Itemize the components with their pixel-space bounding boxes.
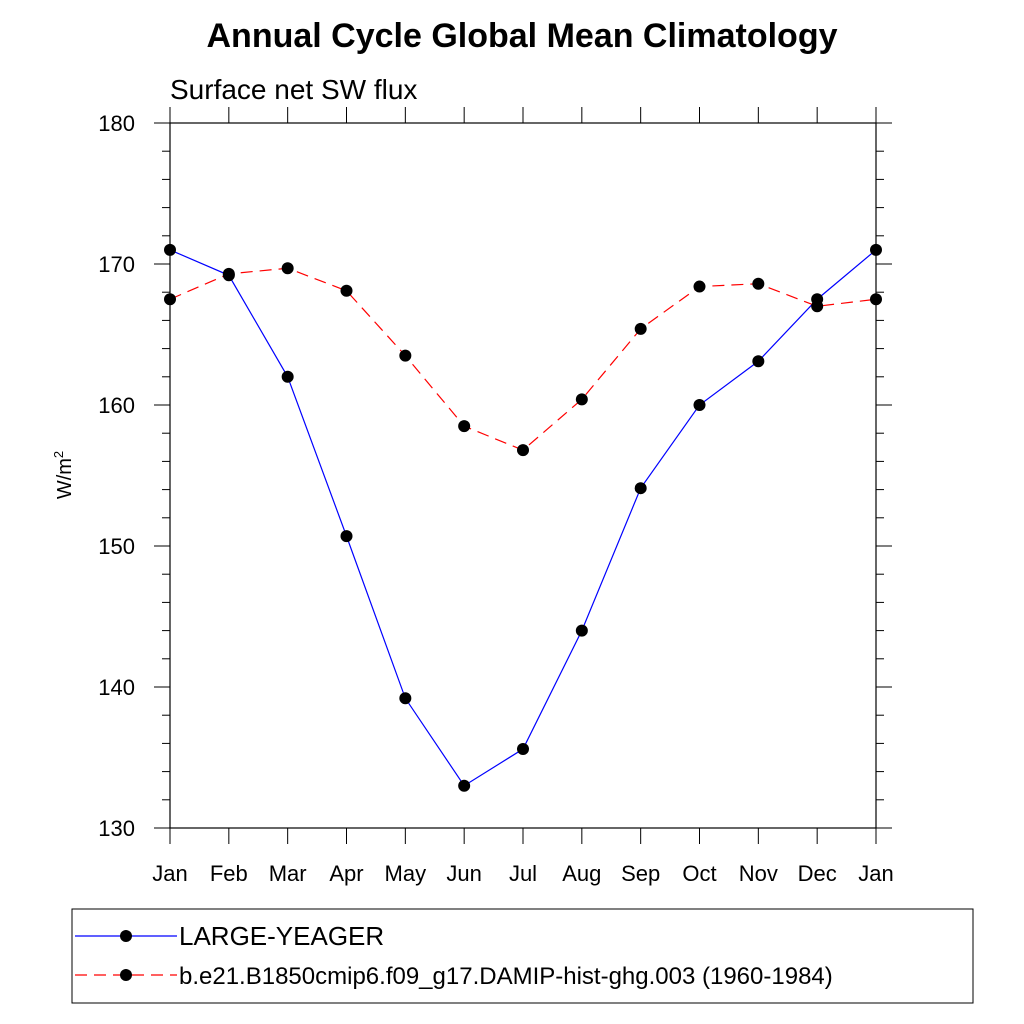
series-1-point	[693, 399, 706, 411]
series-2-point	[575, 393, 588, 406]
series-1-point	[340, 530, 353, 543]
x-tick-label: Aug	[562, 861, 601, 886]
x-tick-label: Jan	[858, 861, 893, 886]
series-2-point	[811, 300, 824, 313]
x-tick-label: Dec	[798, 861, 837, 886]
x-tick-label: Sep	[621, 861, 660, 886]
y-tick-label: 180	[98, 111, 135, 136]
legend-label-1: LARGE-YEAGER	[179, 921, 384, 951]
series-2-point	[517, 444, 529, 457]
x-tick-label: Jun	[446, 861, 481, 886]
x-tick-label: Oct	[682, 861, 716, 886]
series-2-point	[458, 420, 471, 433]
series-1-point	[164, 243, 176, 256]
series-1-point	[752, 355, 765, 368]
series-2-point	[693, 280, 706, 293]
series-1-point	[458, 779, 471, 792]
legend-marker-1	[120, 930, 132, 942]
y-axis-label-text: W/m	[54, 458, 76, 499]
series-layer	[164, 243, 882, 792]
x-tick-label: Apr	[329, 861, 363, 886]
x-tick-label: Jul	[509, 861, 537, 886]
y-axis-ticks: 130 140 150 160 170 180	[98, 111, 892, 841]
x-tick-label: Jan	[152, 861, 187, 886]
y-tick-label: 160	[98, 393, 135, 418]
series-2-point	[281, 262, 294, 275]
y-tick-label: 140	[98, 675, 135, 700]
x-axis-ticks: Jan Feb Mar Apr May Jun Jul Aug Sep Oct Nov Dec Jan	[152, 107, 894, 886]
chart-subtitle: Surface net SW flux	[170, 74, 417, 105]
plot-frame	[169, 122, 877, 829]
y-axis-label-superscript: 2	[51, 451, 66, 458]
series-2-point	[399, 349, 412, 362]
series-line-2	[169, 267, 877, 451]
x-tick-label: Mar	[269, 861, 307, 886]
series-2-point	[164, 293, 176, 306]
x-tick-label: Nov	[739, 861, 778, 886]
series-2-point	[752, 277, 765, 290]
chart-title: Annual Cycle Global Mean Climatology	[207, 17, 838, 55]
legend-marker-2	[120, 969, 132, 981]
series-2-point	[222, 267, 235, 280]
x-tick-label: May	[385, 861, 427, 886]
legend-box	[71, 908, 974, 1004]
x-tick-label: Feb	[210, 861, 248, 886]
legend: LARGE-YEAGER b.e21.B1850cmip6.f09_g17.DAM…	[75, 921, 833, 990]
series-2-point	[340, 284, 353, 297]
series-1-point	[634, 482, 647, 495]
series-1-point	[399, 692, 412, 705]
y-tick-label: 170	[98, 252, 135, 277]
y-tick-label: 150	[98, 534, 135, 559]
series-1-point	[517, 743, 529, 756]
series-line-1	[169, 249, 877, 787]
y-axis-label: W/m2	[51, 451, 76, 499]
series-2-point	[870, 293, 882, 306]
series-1-point	[870, 243, 882, 256]
series-2-point	[634, 322, 647, 335]
y-tick-label: 130	[98, 816, 135, 841]
legend-label-2: b.e21.B1850cmip6.f09_g17.DAMIP-hist-ghg.…	[179, 963, 833, 990]
series-1-point	[281, 370, 294, 383]
series-1-point	[575, 624, 588, 637]
